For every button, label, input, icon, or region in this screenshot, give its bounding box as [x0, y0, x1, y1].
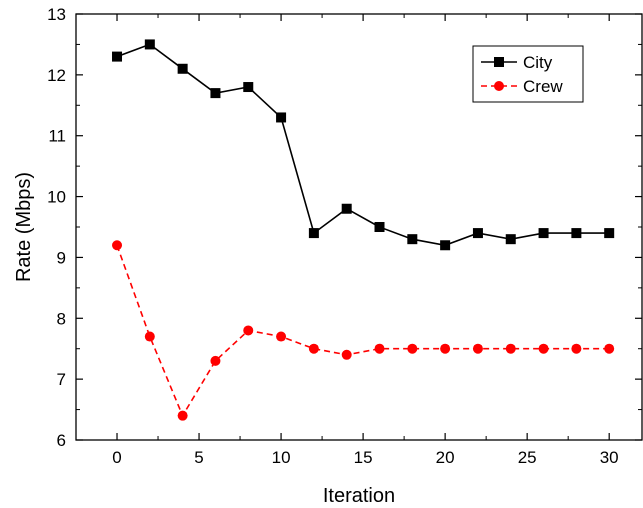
data-point-city [604, 228, 615, 239]
x-axis-title: Iteration [323, 485, 395, 507]
x-tick-label: 10 [272, 448, 291, 467]
data-point-crew [144, 331, 155, 342]
legend-label-crew: Crew [523, 77, 563, 96]
data-point-city [407, 234, 418, 245]
data-point-city [276, 112, 287, 123]
data-point-crew [210, 355, 221, 366]
data-point-city [571, 228, 582, 239]
x-tick-label: 0 [112, 448, 121, 467]
y-tick-label: 10 [47, 188, 66, 207]
data-point-city [472, 228, 483, 239]
data-point-crew [308, 343, 319, 354]
data-point-city [308, 228, 319, 239]
x-tick-label: 5 [194, 448, 203, 467]
data-point-crew [112, 240, 123, 251]
axis-ticks [76, 13, 642, 441]
x-tick-label: 15 [354, 448, 373, 467]
data-point-crew [276, 331, 287, 342]
y-tick-label: 7 [57, 370, 66, 389]
data-point-crew [374, 343, 385, 354]
legend: City Crew [472, 45, 584, 103]
x-tick-label: 20 [436, 448, 455, 467]
data-point-crew [571, 343, 582, 354]
data-point-city [341, 203, 352, 214]
y-tick-label: 9 [57, 248, 66, 267]
series-layer [112, 39, 615, 421]
series-line-city [116, 43, 610, 247]
data-point-city [112, 51, 123, 62]
y-axis-title: Rate (Mbps) [13, 172, 35, 282]
data-point-crew [341, 349, 352, 360]
y-tick-label: 12 [47, 66, 66, 85]
data-point-crew [177, 410, 188, 421]
axis-tick-labels: 0 5 10 15 20 25 30 6 7 8 9 10 11 12 13 [47, 5, 619, 467]
data-point-crew [538, 343, 549, 354]
x-tick-label: 30 [600, 448, 619, 467]
y-tick-label: 6 [57, 431, 66, 450]
data-point-crew [440, 343, 451, 354]
legend-marker-crew [494, 81, 504, 91]
data-point-crew [472, 343, 483, 354]
data-point-city [177, 63, 188, 74]
data-point-city [144, 39, 155, 50]
legend-box [472, 45, 584, 103]
series-line-crew [116, 245, 610, 418]
y-tick-label: 13 [47, 5, 66, 24]
data-point-city [243, 82, 254, 93]
legend-label-city: City [523, 53, 553, 72]
data-point-city [210, 88, 221, 99]
x-tick-label: 25 [518, 448, 537, 467]
data-point-city [505, 234, 516, 245]
y-tick-label: 11 [48, 127, 66, 146]
y-tick-label: 8 [57, 309, 66, 328]
data-point-crew [505, 343, 516, 354]
data-point-city [440, 240, 451, 251]
data-point-crew [407, 343, 418, 354]
data-point-crew [604, 343, 615, 354]
data-point-city [538, 228, 549, 239]
data-point-crew [243, 325, 254, 336]
legend-marker-city [494, 57, 504, 67]
data-point-city [374, 222, 385, 232]
